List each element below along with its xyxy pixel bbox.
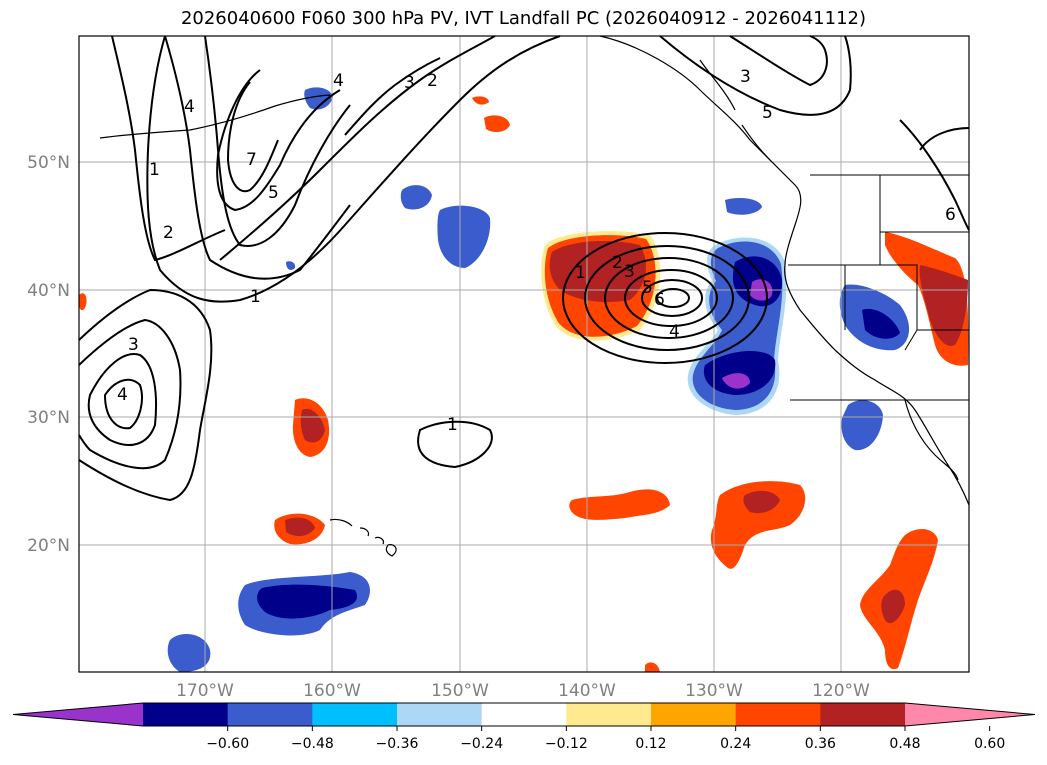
svg-text:3: 3 (404, 73, 415, 93)
svg-text:6: 6 (654, 290, 665, 310)
svg-text:2: 2 (163, 223, 174, 243)
lat-label: 40°N (27, 281, 70, 301)
colorbar-tick-label: 0.60 (974, 736, 1005, 752)
colorbar-extend-low (13, 703, 143, 726)
lat-label: 50°N (27, 153, 70, 173)
colorbar-tick-label: 0.48 (889, 736, 920, 752)
lat-label: 30°N (27, 408, 70, 428)
svg-text:2: 2 (612, 253, 623, 273)
svg-text:1: 1 (575, 263, 586, 283)
lon-label: 170°W (176, 681, 234, 701)
colorbar-outline (12, 702, 1036, 727)
colorbar-tick-label: −0.24 (460, 736, 503, 752)
colorbar-bin (312, 703, 398, 726)
map-title: 2026040600 F060 300 hPa PV, IVT Landfall… (180, 8, 867, 29)
svg-text:1: 1 (149, 160, 160, 180)
colorbar-tick-label: −0.12 (545, 736, 588, 752)
map-panel (79, 36, 969, 672)
svg-text:6: 6 (945, 205, 956, 225)
pc-shading (79, 87, 969, 672)
svg-text:5: 5 (268, 183, 279, 203)
svg-text:4: 4 (333, 71, 344, 91)
coastlines (99, 35, 970, 557)
colorbar-bin (481, 703, 567, 726)
colorbar-bin (397, 703, 483, 726)
svg-text:5: 5 (642, 278, 653, 298)
svg-text:5: 5 (762, 103, 773, 123)
pv-contours (78, 35, 970, 502)
colorbar-bin (735, 703, 821, 726)
svg-text:4: 4 (117, 385, 128, 405)
colorbar-bin (651, 703, 737, 726)
colorbar-tick-label: −0.60 (206, 736, 249, 752)
contour-labels: 1 2 3 4 5 6 7 1 2 3 4 5 1 3 4 1 2 3 4 5 … (117, 67, 956, 435)
colorbar-tick-label: 0.24 (720, 736, 751, 752)
longitude-labels: 170°W 160°W 150°W 140°W 130°W 120°W (176, 681, 870, 701)
svg-text:3: 3 (740, 67, 751, 87)
map-frame (78, 35, 970, 673)
lat-label: 20°N (27, 536, 70, 556)
colorbar: −0.60 −0.48 −0.36 −0.24 −0.12 0.12 0.24 0.36 0.4… (12, 702, 1036, 752)
lon-label: 120°W (812, 681, 870, 701)
svg-text:4: 4 (669, 322, 680, 342)
svg-text:2: 2 (427, 71, 438, 91)
lon-label: 150°W (431, 681, 489, 701)
colorbar-bin (143, 703, 229, 726)
svg-text:7: 7 (246, 150, 257, 170)
colorbar-tick-label: −0.48 (291, 736, 334, 752)
latitude-labels: 50°N 40°N 30°N 20°N (27, 153, 70, 556)
colorbar-extend-high (905, 703, 1035, 726)
svg-text:1: 1 (250, 287, 261, 307)
colorbar-bin (227, 703, 313, 726)
colorbar-tick-label: −0.36 (376, 736, 419, 752)
svg-text:3: 3 (624, 262, 635, 282)
colorbar-tick-label: 0.36 (805, 736, 836, 752)
lon-label: 130°W (685, 681, 743, 701)
svg-text:4: 4 (184, 97, 195, 117)
colorbar-bin (820, 703, 906, 726)
lon-label: 140°W (558, 681, 616, 701)
lon-label: 160°W (303, 681, 361, 701)
colorbar-tick-label: 0.12 (635, 736, 666, 752)
svg-text:1: 1 (447, 415, 458, 435)
svg-text:3: 3 (128, 335, 139, 355)
negative-anomaly-mid (437, 205, 491, 268)
colorbar-bin (566, 703, 652, 726)
